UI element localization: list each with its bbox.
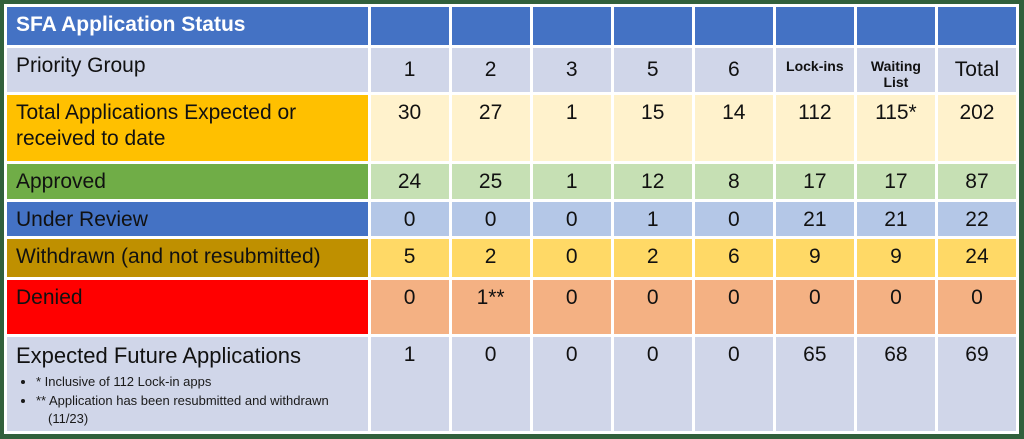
col-header-2: 2: [451, 47, 530, 93]
row-label-approved: Approved: [7, 164, 368, 199]
footnote-list: * Inclusive of 112 Lock-in apps ** Appli…: [16, 373, 360, 428]
row-expected-future: Expected Future Applications * Inclusive…: [7, 336, 1016, 431]
row-withdrawn: Withdrawn (and not resubmitted) 5 2 0 2 …: [7, 239, 1016, 277]
data-cell: 202: [937, 95, 1016, 162]
data-cell: 5: [370, 239, 449, 277]
data-cell: 0: [694, 279, 773, 334]
header-spacer-cell: [937, 7, 1016, 45]
data-cell: 112: [775, 95, 854, 162]
data-cell: 0: [370, 201, 449, 237]
data-cell: 0: [370, 279, 449, 334]
data-cell: 0: [532, 239, 611, 277]
expected-future-title: Expected Future Applications: [16, 342, 301, 368]
row-label-denied: Denied: [7, 279, 368, 334]
data-cell: 9: [856, 239, 935, 277]
col-header-lock-ins: Lock-ins: [775, 47, 854, 93]
data-cell: 17: [775, 164, 854, 199]
data-cell: 2: [613, 239, 692, 277]
data-cell: 1: [613, 201, 692, 237]
data-cell: 27: [451, 95, 530, 162]
header-spacer-cell: [694, 7, 773, 45]
data-cell: 8: [694, 164, 773, 199]
data-cell: 15: [613, 95, 692, 162]
header-spacer-cell: [451, 7, 530, 45]
data-cell: 0: [775, 279, 854, 334]
data-cell: 1: [370, 336, 449, 431]
data-cell: 21: [856, 201, 935, 237]
data-cell: 0: [613, 336, 692, 431]
row-approved: Approved 24 25 1 12 8 17 17 87: [7, 164, 1016, 199]
data-cell: 2: [451, 239, 530, 277]
data-cell: 65: [775, 336, 854, 431]
data-cell: 68: [856, 336, 935, 431]
col-header-3: 3: [532, 47, 611, 93]
data-cell: 69: [937, 336, 1016, 431]
data-cell: 6: [694, 239, 773, 277]
col-header-total: Total: [937, 47, 1016, 93]
col-header-6: 6: [694, 47, 773, 93]
data-cell: 0: [532, 336, 611, 431]
row-label-expected-future: Expected Future Applications * Inclusive…: [7, 336, 368, 431]
data-cell: 115*: [856, 95, 935, 162]
data-cell: 0: [451, 201, 530, 237]
data-cell: 22: [937, 201, 1016, 237]
col-header-waiting-list: Waiting List: [856, 47, 935, 93]
row-total-applications: Total Applications Expected or received …: [7, 95, 1016, 162]
data-cell: 21: [775, 201, 854, 237]
row-label-priority-group: Priority Group: [7, 47, 368, 93]
row-label-withdrawn: Withdrawn (and not resubmitted): [7, 239, 368, 277]
header-spacer-cell: [370, 7, 449, 45]
data-cell: 30: [370, 95, 449, 162]
data-cell: 17: [856, 164, 935, 199]
header-spacer-cell: [613, 7, 692, 45]
table-header-row: SFA Application Status: [7, 7, 1016, 45]
data-cell: 24: [937, 239, 1016, 277]
row-denied: Denied 0 1** 0 0 0 0 0 0: [7, 279, 1016, 334]
data-cell: 9: [775, 239, 854, 277]
data-cell: 0: [856, 279, 935, 334]
col-header-5: 5: [613, 47, 692, 93]
data-cell: 0: [532, 201, 611, 237]
table-title: SFA Application Status: [7, 7, 368, 45]
col-header-1: 1: [370, 47, 449, 93]
data-cell: 1: [532, 164, 611, 199]
footnote-item: * Inclusive of 112 Lock-in apps: [36, 373, 360, 391]
data-cell: 0: [613, 279, 692, 334]
data-cell: 25: [451, 164, 530, 199]
data-cell: 0: [694, 336, 773, 431]
priority-group-row: Priority Group 1 2 3 5 6 Lock-ins Waitin…: [7, 47, 1016, 93]
row-label-total-applications: Total Applications Expected or received …: [7, 95, 368, 162]
data-cell: 14: [694, 95, 773, 162]
header-spacer-cell: [775, 7, 854, 45]
sfa-status-table: SFA Application Status Priority Group 1 …: [4, 4, 1019, 434]
data-cell: 0: [937, 279, 1016, 334]
data-cell: 0: [451, 336, 530, 431]
row-under-review: Under Review 0 0 0 1 0 21 21 22: [7, 201, 1016, 237]
row-label-under-review: Under Review: [7, 201, 368, 237]
data-cell: 87: [937, 164, 1016, 199]
data-cell: 0: [694, 201, 773, 237]
header-spacer-cell: [532, 7, 611, 45]
data-cell: 0: [532, 279, 611, 334]
data-cell: 1: [532, 95, 611, 162]
header-spacer-cell: [856, 7, 935, 45]
data-cell: 1**: [451, 279, 530, 334]
footnote-item: ** Application has been resubmitted and …: [36, 392, 360, 427]
data-cell: 24: [370, 164, 449, 199]
data-cell: 12: [613, 164, 692, 199]
